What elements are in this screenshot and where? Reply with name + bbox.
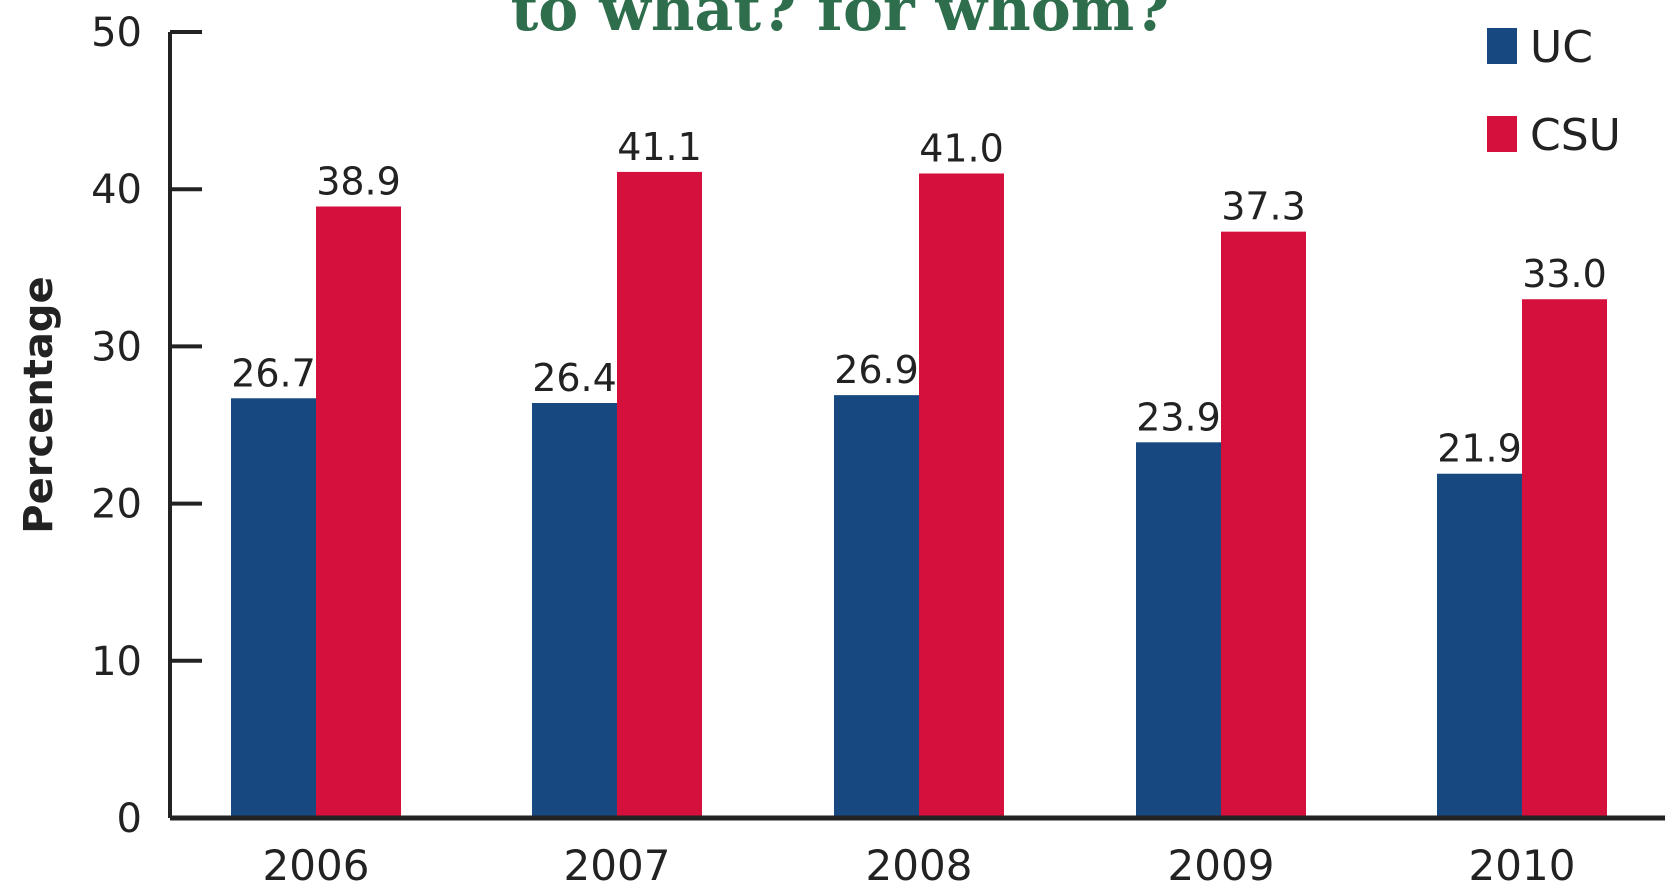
legend-swatch-csu	[1487, 116, 1517, 152]
bar-value-label: 26.7	[231, 351, 316, 395]
y-axis: 0 10 20 30 40 50	[91, 10, 202, 842]
chart-title: to what? for whom?	[511, 0, 1170, 45]
bars: 26.7 38.9 26.4 41.1 26.9 41.0 23.9 37.3 21.9 33.0	[231, 125, 1607, 819]
bar-csu-2008	[919, 173, 1004, 819]
bar-csu-2006	[316, 206, 401, 818]
bar-uc-2006	[231, 398, 316, 818]
legend-label-uc: UC	[1530, 22, 1593, 73]
y-tick-label: 40	[91, 167, 142, 213]
x-tick-label: 2006	[263, 841, 370, 890]
bar-value-label: 26.9	[834, 348, 919, 392]
bar-value-label: 41.1	[617, 125, 702, 169]
bar-value-label: 37.3	[1221, 185, 1306, 229]
x-tick-label: 2007	[564, 841, 671, 890]
bar-value-label: 26.4	[532, 356, 617, 400]
y-tick-label: 0	[117, 796, 142, 842]
bar-value-label: 21.9	[1437, 427, 1522, 471]
bar-csu-2009	[1221, 231, 1306, 819]
y-tick-label: 20	[91, 482, 142, 528]
bar-value-label: 41.0	[919, 126, 1004, 170]
bar-uc-2008	[834, 395, 919, 818]
y-tick-label: 50	[91, 10, 142, 56]
x-tick-label: 2009	[1168, 841, 1275, 890]
y-tick-label: 30	[91, 324, 142, 370]
legend-swatch-uc	[1487, 28, 1517, 64]
bar-value-label: 23.9	[1136, 395, 1221, 439]
bar-uc-2010	[1437, 473, 1522, 818]
x-axis: 2006 2007 2008 2009 2010	[170, 815, 1665, 890]
x-tick-label: 2010	[1469, 841, 1576, 890]
y-tick-label: 10	[91, 639, 142, 685]
bar-value-label: 33.0	[1522, 252, 1607, 296]
bar-uc-2009	[1136, 442, 1221, 818]
bar-csu-2007	[617, 171, 702, 818]
y-axis-title: Percentage	[16, 276, 62, 533]
bar-value-label: 38.9	[316, 159, 401, 203]
bar-uc-2007	[532, 402, 617, 818]
x-tick-label: 2008	[866, 841, 973, 890]
legend-label-csu: CSU	[1530, 110, 1621, 161]
legend: UC CSU	[1487, 22, 1621, 161]
bar-csu-2010	[1522, 299, 1607, 818]
